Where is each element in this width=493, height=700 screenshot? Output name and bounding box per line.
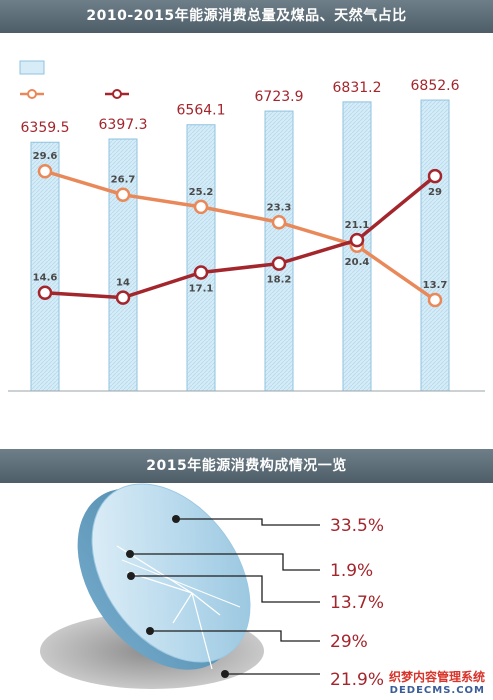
series-value-label: 26.7 (111, 175, 136, 186)
series-point (349, 232, 365, 248)
pie-callout-line (150, 630, 320, 642)
bar (186, 124, 216, 392)
series-point (271, 215, 287, 230)
series-value-label: 21.1 (345, 220, 370, 231)
pie-slice-label: 1.9% (330, 561, 373, 581)
watermark: 织梦内容管理系统 DEDECMS.COM (386, 668, 487, 696)
bar-value-label: 6831.2 (333, 80, 382, 96)
pie-slice-marker (146, 627, 154, 635)
pie-slice-label: 29% (330, 632, 368, 652)
watermark-line1: 织梦内容管理系统 (386, 668, 487, 685)
series-line-0 (44, 169, 436, 302)
series-value-label: 25.2 (189, 187, 214, 198)
bar (264, 110, 294, 392)
pie-slice-marker (126, 550, 134, 558)
pie-slice-label: 33.5% (330, 516, 384, 536)
series-value-label: 14.6 (33, 273, 58, 284)
pie-slice-divider (172, 592, 193, 624)
pie-callout-line (130, 553, 320, 571)
series-point (271, 256, 287, 271)
bar-value-label: 6852.6 (411, 78, 460, 94)
bar (420, 99, 450, 392)
pie-disc-face (91, 483, 251, 663)
series-value-label: 14 (116, 278, 130, 289)
series-point (193, 265, 209, 280)
bar-value-label: 6564.1 (177, 103, 226, 119)
series-value-label: 29 (428, 187, 442, 198)
series-value-label: 18.2 (267, 275, 292, 286)
pie-slice-marker (127, 572, 135, 580)
bar-line-chart: 6359.5 6397.3 6564.1 6723.9 6831.2 6852.6 29.6… (8, 60, 485, 392)
series-point (37, 163, 53, 179)
pie-slice-marker (172, 515, 180, 523)
pie-title-banner: 2015年能源消费构成情况一览 (0, 449, 493, 483)
legend-bar-swatch (19, 60, 45, 75)
bar (108, 138, 138, 392)
series-point (427, 292, 443, 308)
pie-chart: 33.5% 1.9% 13.7% 29% 21.9% (40, 483, 384, 690)
series-point (427, 168, 443, 184)
pie-slice-marker (221, 670, 229, 678)
legend-marker-orange (27, 89, 37, 99)
series-value-label: 23.3 (267, 202, 292, 213)
pie-slice-divider (121, 559, 241, 608)
chart-title-banner: 2010-2015年能源消费总量及煤品、天然气占比 (0, 0, 493, 33)
bar-value-label: 6359.5 (21, 120, 70, 136)
watermark-line2: DEDECMS.COM (386, 685, 487, 696)
bar (30, 141, 60, 392)
pie-callout-line (131, 575, 320, 603)
pie-slice-divider (191, 592, 221, 616)
bar-value-label: 6397.3 (99, 117, 148, 133)
series-value-label: 20.4 (345, 257, 370, 268)
legend-marker-red (112, 89, 122, 99)
series-value-label: 13.7 (423, 280, 448, 291)
series-point (115, 290, 131, 305)
series-point (193, 199, 209, 215)
pie-slice-label: 13.7% (330, 593, 384, 613)
series-line-1 (44, 174, 437, 300)
series-value-label: 17.1 (189, 283, 214, 294)
series-point (37, 285, 53, 300)
series-point (115, 187, 131, 202)
pie-callout-line (176, 518, 320, 526)
series-value-label: 29.6 (33, 151, 58, 162)
bar-value-label: 6723.9 (255, 89, 304, 105)
pie-slice-label: 21.9% (330, 670, 384, 690)
